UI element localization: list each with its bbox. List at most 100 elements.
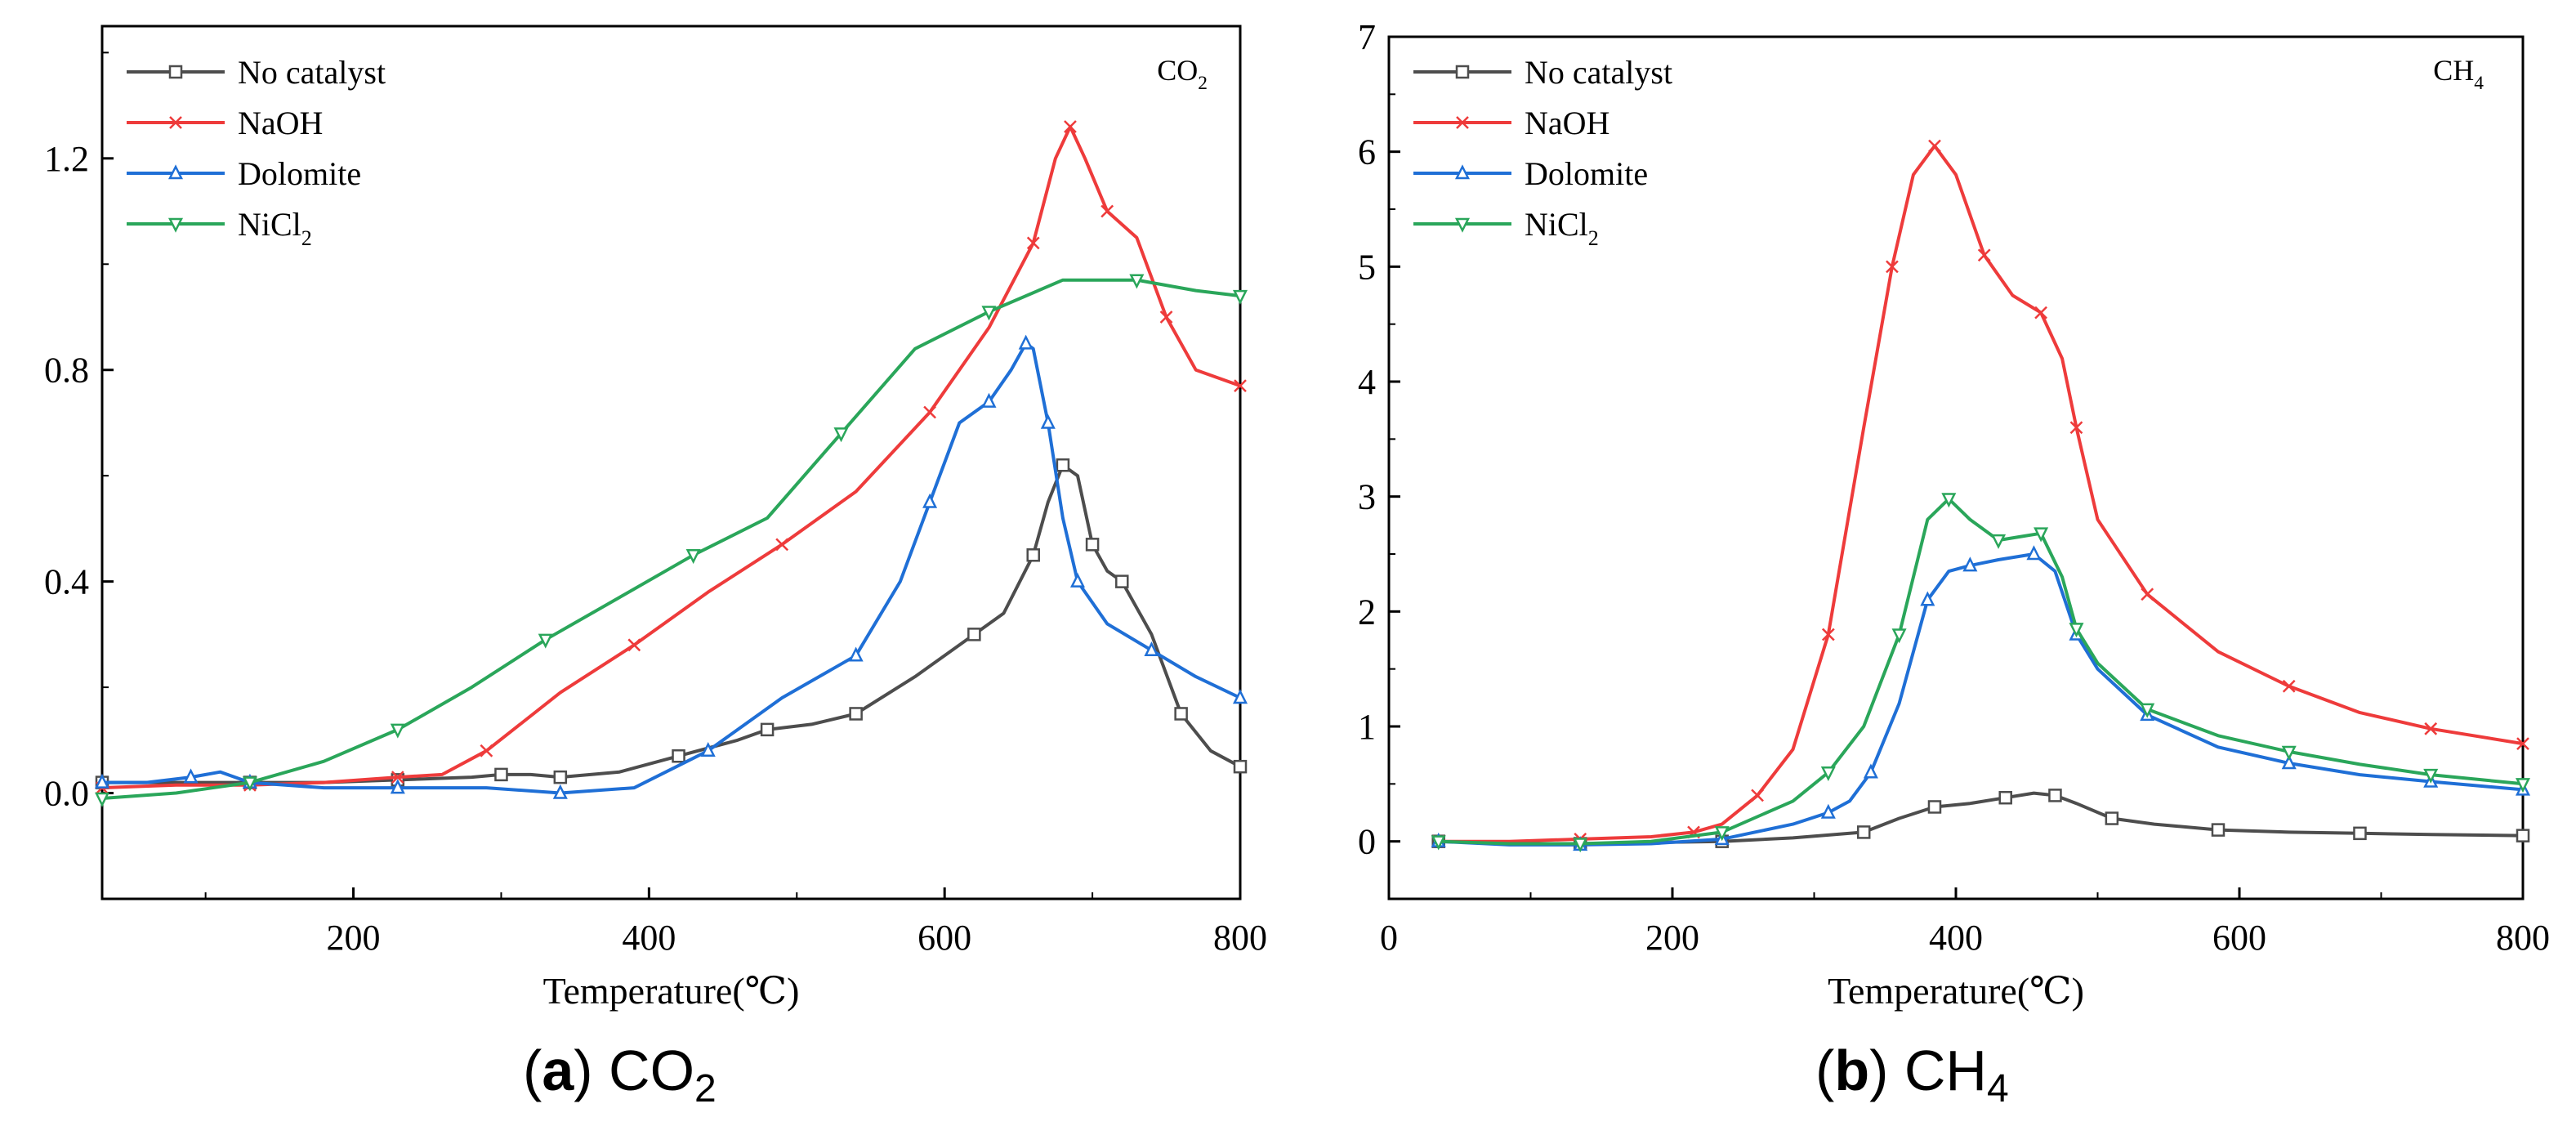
- legend-marker: [167, 217, 184, 233]
- data-point: [2516, 737, 2529, 750]
- legend-marker: [169, 116, 182, 129]
- series-no_catalyst: [1431, 789, 2530, 851]
- data-point: [2034, 527, 2049, 543]
- data-point: [1026, 548, 1040, 562]
- data-point: [2034, 306, 2047, 320]
- data-point: [2140, 703, 2155, 718]
- data-point: [1040, 413, 1056, 429]
- data-point: [1018, 334, 1034, 350]
- data-point: [94, 792, 110, 807]
- y-tick-label: 2: [1358, 592, 1376, 632]
- data-point: [1232, 289, 1248, 305]
- x-tick-label: 800: [1213, 918, 1267, 958]
- legend-label: Dolomite: [1525, 155, 1648, 192]
- legend-item-dolomite: Dolomite: [1413, 155, 1648, 192]
- data-point: [2105, 811, 2119, 825]
- legend-label: Dolomite: [238, 155, 361, 192]
- data-point: [242, 776, 257, 792]
- x-tick-label: 200: [1645, 918, 1699, 958]
- data-point: [1714, 826, 1730, 842]
- data-point: [94, 773, 110, 789]
- series-line: [102, 342, 1241, 795]
- y-tick-label: 1: [1358, 707, 1376, 747]
- data-point: [833, 427, 849, 443]
- data-point: [1069, 572, 1086, 588]
- data-point: [1144, 641, 1159, 657]
- legend-marker: [1454, 164, 1471, 180]
- data-point: [2281, 745, 2297, 761]
- x-tick-label: 400: [1929, 918, 1983, 958]
- series-nicl2: [1431, 493, 2531, 853]
- caption-a: (a) CO2: [523, 1039, 717, 1110]
- data-point: [1941, 493, 1957, 508]
- data-point: [685, 549, 701, 565]
- data-point: [922, 493, 938, 508]
- y-tick-label: 6: [1358, 132, 1376, 172]
- data-point: [494, 767, 508, 782]
- data-point: [627, 638, 641, 652]
- x-tick-label: 0: [1380, 918, 1398, 958]
- data-point: [981, 392, 997, 408]
- data-point: [183, 768, 199, 784]
- legend-marker: [167, 164, 184, 180]
- data-point: [1232, 689, 1248, 704]
- chart-title: CH4: [2433, 54, 2484, 94]
- data-point: [775, 538, 789, 552]
- series-line: [1438, 497, 2524, 846]
- legend-label: NaOH: [1525, 105, 1609, 141]
- data-point: [967, 628, 981, 641]
- caption-a-text: CO: [609, 1039, 695, 1102]
- data-point: [1115, 574, 1129, 588]
- legend-marker: [168, 65, 183, 79]
- data-point: [1085, 538, 1100, 552]
- data-point: [923, 405, 936, 419]
- x-tick-label: 600: [2212, 918, 2266, 958]
- y-tick-label: 7: [1358, 17, 1376, 57]
- series-line: [101, 278, 1241, 800]
- legend-marker: [1456, 116, 1469, 129]
- caption-b-text: CH: [1904, 1039, 1987, 1102]
- data-point: [2282, 679, 2296, 693]
- chart-co2: 200 400 600 800 0.0 0.4 0.8 1.2 Temperature(℃) CO…: [44, 25, 1267, 1012]
- data-point: [1821, 628, 1835, 641]
- caption-b-letter: b: [1834, 1039, 1870, 1102]
- data-point: [1233, 759, 1248, 774]
- legend-marker: [1454, 217, 1471, 233]
- data-point: [1820, 803, 1836, 819]
- data-point: [2026, 545, 2042, 561]
- data-point: [1886, 260, 1899, 274]
- data-point: [981, 306, 997, 321]
- series-nicl2: [94, 274, 1248, 807]
- y-tick-label: 1.2: [44, 139, 89, 179]
- data-point: [1962, 556, 1978, 572]
- chart-title: CO2: [1157, 54, 1208, 94]
- data-point: [2423, 768, 2439, 784]
- data-point: [1026, 236, 1040, 250]
- data-point: [2069, 421, 2083, 435]
- series-line: [102, 463, 1241, 784]
- series-no_catalyst: [95, 458, 1248, 789]
- data-point: [1056, 458, 1070, 472]
- data-point: [2281, 754, 2297, 770]
- legend-item-nicl2: NiCl2: [127, 206, 312, 250]
- data-point: [1174, 707, 1188, 721]
- data-point: [1891, 628, 1907, 644]
- legend-item-nicl2: NiCl2: [1413, 206, 1599, 250]
- legend-item-naoh: NaOH: [1413, 105, 1609, 141]
- data-point: [1863, 763, 1878, 779]
- data-point: [848, 646, 864, 662]
- data-point: [2516, 829, 2530, 842]
- legend-item-dolomite: Dolomite: [127, 155, 361, 192]
- data-point: [2515, 778, 2531, 793]
- data-point: [1977, 248, 1991, 262]
- x-tick-label: 800: [2496, 918, 2550, 958]
- data-point: [1991, 534, 2007, 549]
- data-point: [1998, 790, 2012, 805]
- legend-marker: [1455, 65, 1470, 79]
- plot-frame: [100, 25, 1242, 900]
- data-point: [2424, 722, 2438, 735]
- legend-item-no_catalyst: No catalyst: [127, 54, 386, 91]
- x-axis-label: Temperature(℃): [543, 970, 800, 1012]
- series-line: [101, 125, 1241, 790]
- data-point: [1928, 139, 1941, 153]
